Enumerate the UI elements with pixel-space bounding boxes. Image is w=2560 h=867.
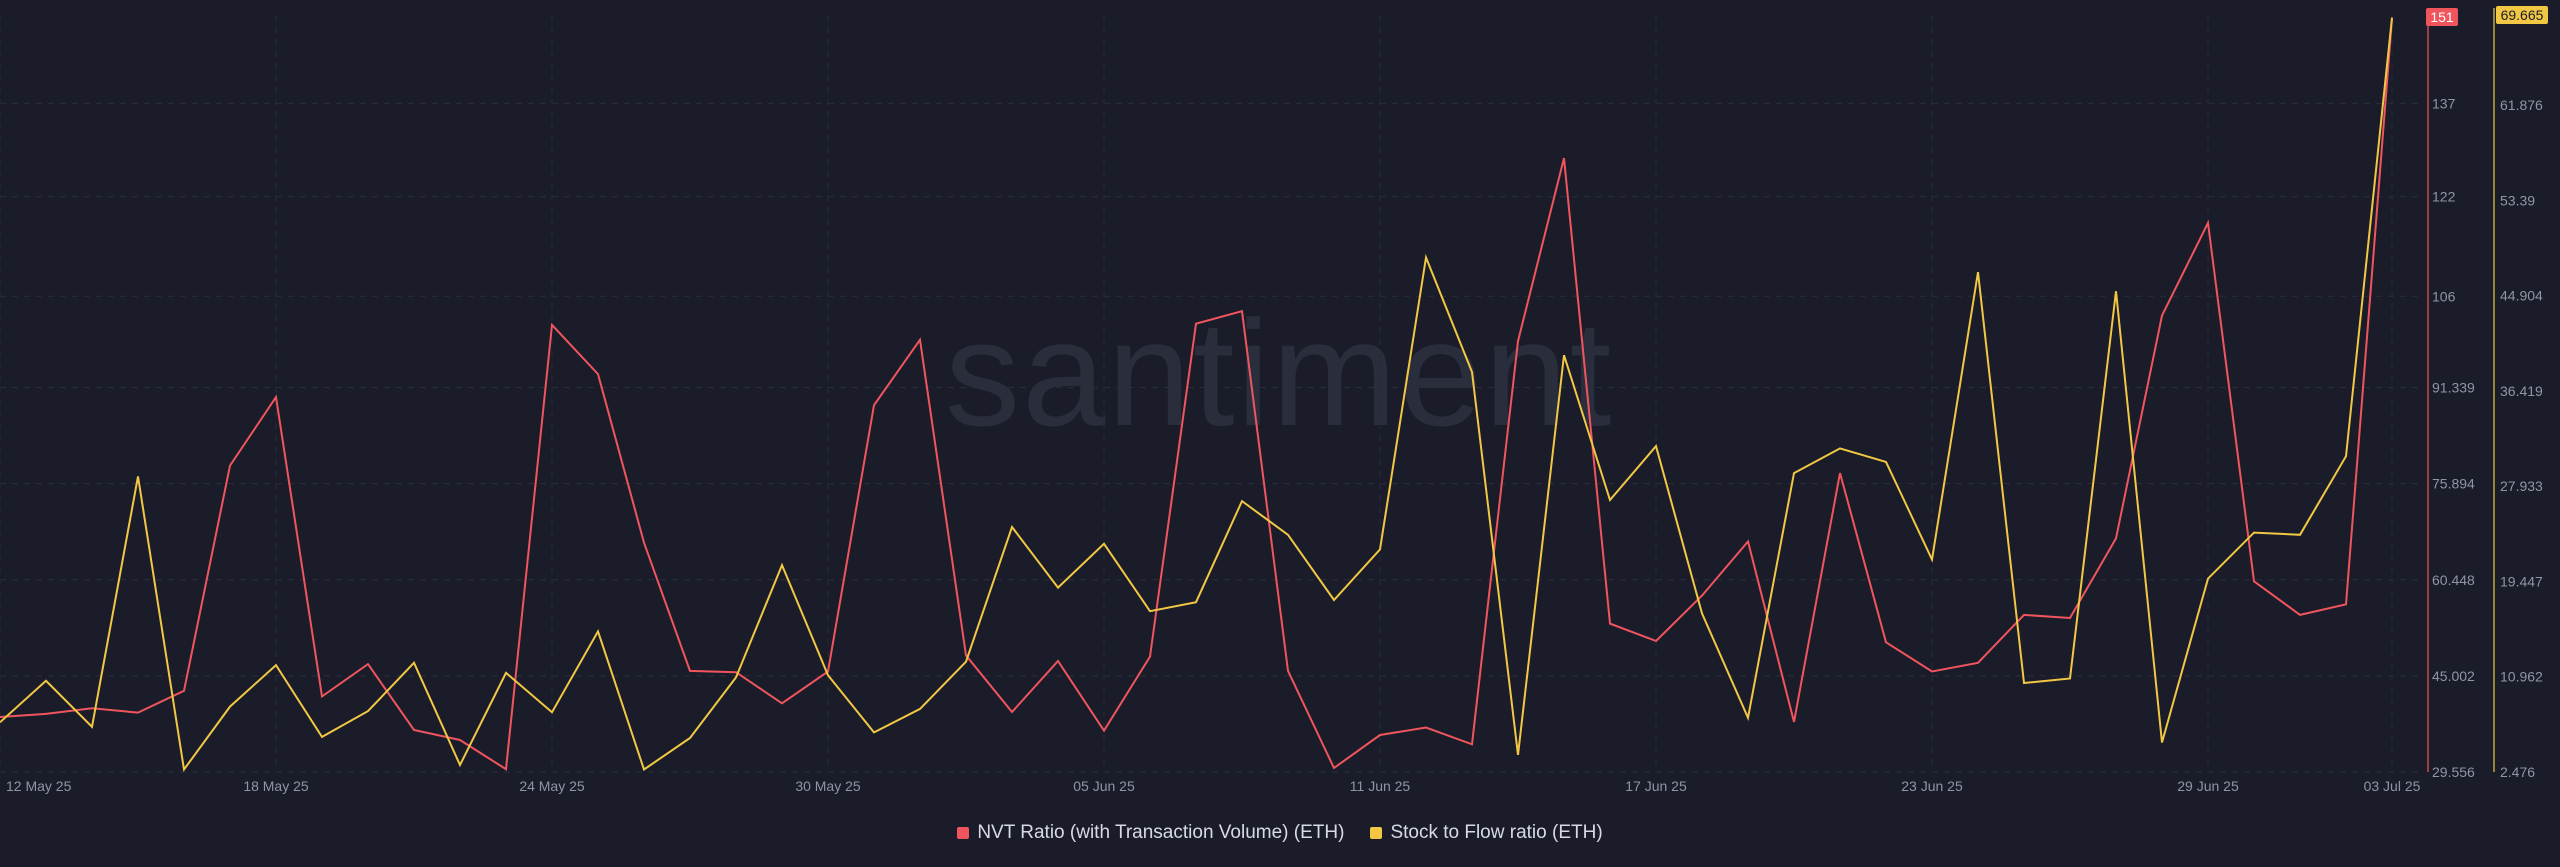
x-tick-label: 18 May 25 <box>243 778 309 794</box>
y-left-tick-label: 75.894 <box>2432 476 2475 492</box>
legend-label-nvt: NVT Ratio (with Transaction Volume) (ETH… <box>977 822 1345 843</box>
y-right-tick-label: 10.962 <box>2500 669 2543 685</box>
y-left-tick-label: 137 <box>2432 95 2456 111</box>
y-right-tick-label: 61.876 <box>2500 97 2543 113</box>
last-value-badge-stock-to-flow <box>2496 6 2548 24</box>
y-left-tick-label: 60.448 <box>2432 572 2475 588</box>
y-right-tick-label: 53.39 <box>2500 192 2535 208</box>
y-left-tick-label: 45.002 <box>2432 668 2475 684</box>
y-right-tick-label: 44.904 <box>2500 288 2543 304</box>
x-tick-label: 30 May 25 <box>795 778 861 794</box>
y-left-tick-label: 122 <box>2432 189 2456 205</box>
x-tick-label: 05 Jun 25 <box>1073 778 1135 794</box>
x-tick-label: 29 Jun 25 <box>2177 778 2239 794</box>
series-line-1 <box>0 17 2393 773</box>
legend: NVT Ratio (with Transaction Volume) (ETH… <box>0 818 2560 848</box>
last-value-badge-nvt <box>2426 8 2458 26</box>
legend-swatch-stock-to-flow <box>1370 827 1383 839</box>
series-line-0 <box>0 18 2393 771</box>
y-left-tick-label: 106 <box>2432 288 2456 304</box>
x-tick-label: 03 Jul 25 <box>2364 778 2421 794</box>
y-right-tick-label: 36.419 <box>2500 383 2543 399</box>
y-left-tick-label: 91.339 <box>2432 380 2475 396</box>
y-right-tick-label: 2.476 <box>2500 764 2535 780</box>
y-left-tick-label: 29.556 <box>2432 764 2475 780</box>
x-tick-label: 12 May 25 <box>6 778 72 794</box>
watermark-text: santiment <box>945 289 1613 457</box>
y-right-tick-label: 27.933 <box>2500 478 2543 494</box>
last-value-stock-to-flow: 69.665 <box>2501 7 2544 23</box>
legend-label-stock-to-flow: Stock to Flow ratio (ETH) <box>1390 822 1603 843</box>
legend-item-nvt[interactable]: NVT Ratio (with Transaction Volume) (ETH… <box>957 822 1344 844</box>
legend-swatch-nvt <box>957 827 970 839</box>
x-tick-label: 17 Jun 25 <box>1625 778 1687 794</box>
last-value-nvt: 151 <box>2430 9 2454 25</box>
x-tick-label: 11 Jun 25 <box>1350 778 1411 794</box>
x-tick-label: 23 Jun 25 <box>1901 778 1963 794</box>
legend-item-stock-to-flow[interactable]: Stock to Flow ratio (ETH) <box>1370 822 1603 844</box>
x-tick-label: 24 May 25 <box>519 778 585 794</box>
y-right-tick-label: 19.447 <box>2500 573 2543 589</box>
